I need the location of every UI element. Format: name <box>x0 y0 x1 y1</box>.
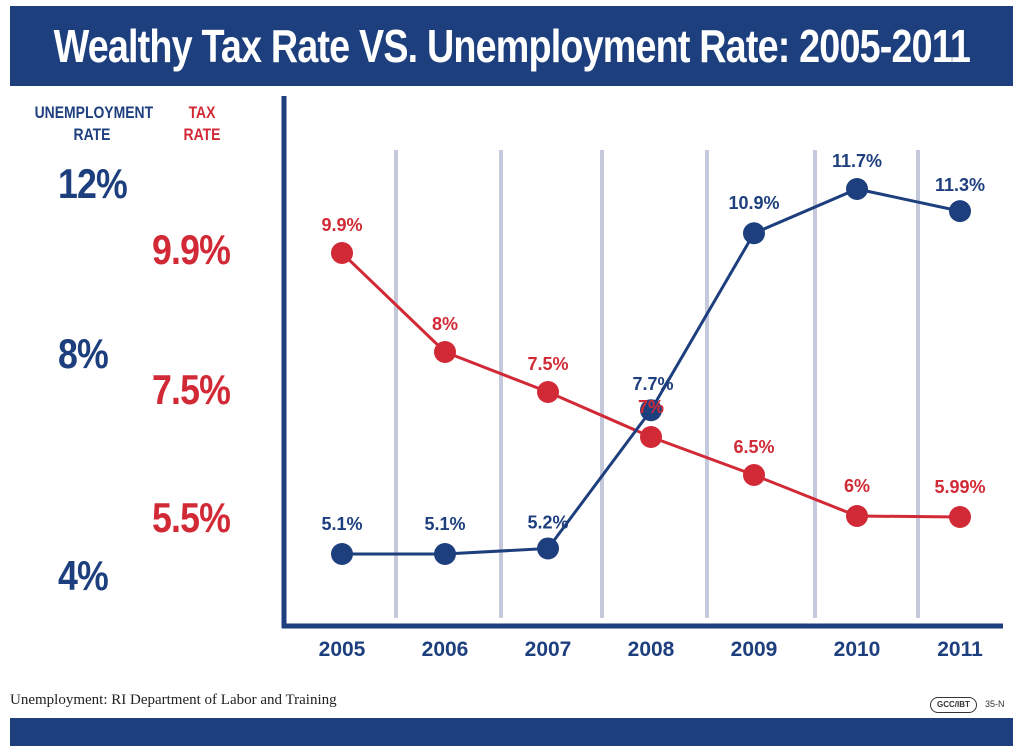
tax-data-label-2009: 6.5% <box>733 437 774 457</box>
x-tick-label-2006: 2006 <box>422 638 469 661</box>
x-tick-label-2007: 2007 <box>525 638 572 661</box>
unemployment-point-2007 <box>537 537 559 560</box>
x-tick-label-2008: 2008 <box>628 638 675 661</box>
tax-point-2005 <box>331 242 353 264</box>
footer-banner <box>10 718 1013 746</box>
unemployment-tick-8: 8% <box>58 330 109 377</box>
x-tick-label-2009: 2009 <box>731 638 778 661</box>
tax-data-label-2008: 7% <box>638 397 664 417</box>
unemployment-axis-heading: UNEMPLOYMENT RATE <box>34 102 154 146</box>
unemployment-heading-line1: UNEMPLOYMENT <box>34 103 154 122</box>
unemployment-data-label-2010: 11.7% <box>832 151 882 171</box>
tax-heading-line2: RATE <box>183 125 221 144</box>
x-tick-label-2010: 2010 <box>834 638 881 661</box>
unemployment-point-2008 <box>640 399 662 422</box>
union-bug-logo: GCC/IBT <box>930 697 977 713</box>
tax-point-2007 <box>537 381 559 403</box>
tax-data-label-2011: 5.99% <box>934 477 985 497</box>
unemployment-point-2009 <box>743 222 765 245</box>
unemployment-data-label-2008: 7.7% <box>632 374 673 394</box>
union-bug-code: 35-N <box>985 699 1005 709</box>
tax-point-2011 <box>949 506 971 528</box>
tax-tick-9-9: 9.9% <box>152 226 231 273</box>
chart-title: Wealthy Tax Rate VS. Unemployment Rate: … <box>53 20 970 72</box>
unemployment-point-2011 <box>949 200 971 223</box>
tax-data-label-2006: 8% <box>432 314 458 334</box>
title-banner: Wealthy Tax Rate VS. Unemployment Rate: … <box>10 6 1013 86</box>
tax-axis-heading: TAX RATE <box>177 102 226 146</box>
unemployment-data-label-2006: 5.1% <box>424 514 465 534</box>
tax-tick-7-5: 7.5% <box>152 366 231 413</box>
tax-data-label-2005: 9.9% <box>321 215 362 235</box>
tax-point-2009 <box>743 464 765 486</box>
unemployment-point-2006 <box>434 543 456 565</box>
unemployment-data-label-2007: 5.2% <box>527 512 568 532</box>
tax-data-label-2010: 6% <box>844 476 870 496</box>
source-note: Unemployment: RI Department of Labor and… <box>10 692 337 708</box>
tax-heading-line1: TAX <box>188 103 216 122</box>
tax-tick-5-5: 5.5% <box>152 494 231 541</box>
unemployment-data-label-2005: 5.1% <box>321 514 362 534</box>
tax-point-2006 <box>434 341 456 363</box>
unemployment-tick-4: 4% <box>58 552 109 599</box>
x-tick-label-2011: 2011 <box>937 638 983 661</box>
unemployment-series-line <box>342 187 961 556</box>
unemployment-data-label-2009: 10.9% <box>728 193 779 213</box>
tax-point-2010 <box>846 505 868 527</box>
unemployment-data-label-2011: 11.3% <box>935 175 985 195</box>
tax-data-label-2007: 7.5% <box>527 354 568 374</box>
x-tick-label-2005: 2005 <box>319 638 366 661</box>
unemployment-point-2005 <box>331 543 353 565</box>
unemployment-tick-12: 12% <box>58 160 128 207</box>
unemployment-heading-line2: RATE <box>73 125 111 144</box>
unemployment-point-2010 <box>846 178 868 200</box>
tax-point-2008 <box>640 426 662 448</box>
